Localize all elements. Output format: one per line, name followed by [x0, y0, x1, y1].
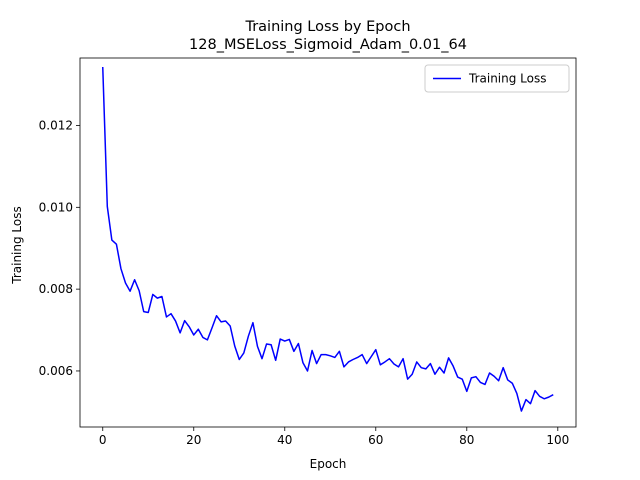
x-tick-label: 0: [99, 433, 107, 447]
y-tick-label: 0.012: [39, 119, 73, 133]
y-tick-label: 0.010: [39, 200, 73, 214]
x-tick-label: 100: [546, 433, 569, 447]
x-tick-label: 80: [459, 433, 474, 447]
y-tick-label: 0.008: [39, 282, 73, 296]
legend-label-training-loss: Training Loss: [468, 72, 546, 86]
x-tick-label: 60: [368, 433, 383, 447]
x-tick-label: 20: [186, 433, 201, 447]
x-tick-label: 40: [277, 433, 292, 447]
series-line-training-loss: [102, 66, 554, 412]
y-axis-label: Training Loss: [10, 206, 24, 284]
x-axis-label: Epoch: [310, 457, 347, 471]
legend-box: [424, 64, 570, 93]
axes-frame: [79, 57, 577, 428]
legend: Training Loss: [424, 64, 570, 93]
plot-area: 0 20 40 60 80 100 0.006 0.008 0.010 0.012: [39, 57, 577, 447]
chart-subtitle: 128_MSELoss_Sigmoid_Adam_0.01_64: [189, 37, 467, 53]
y-tick-label: 0.006: [39, 364, 73, 378]
chart-title: Training Loss by Epoch: [244, 19, 410, 35]
